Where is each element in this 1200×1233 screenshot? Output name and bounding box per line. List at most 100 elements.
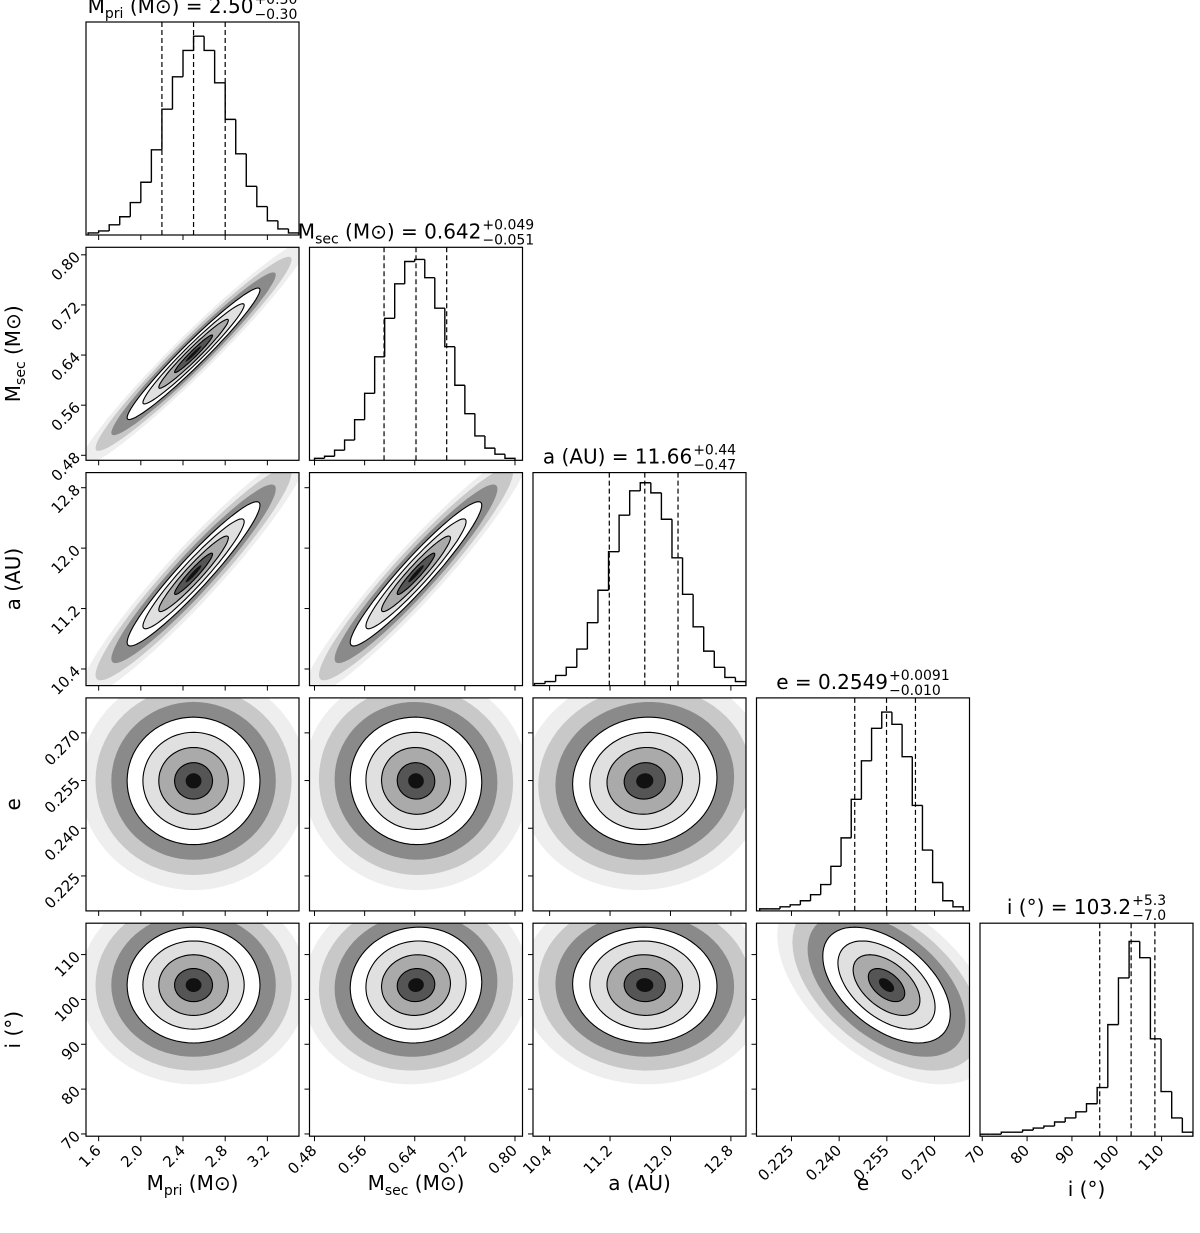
hist-bin — [277, 220, 289, 230]
label-group: Msec (M⊙) — [368, 1171, 465, 1199]
panel — [980, 923, 1193, 1137]
label-main: a (AU) — [608, 1171, 671, 1195]
hist-bin — [87, 232, 99, 235]
hist-bin — [224, 82, 236, 121]
panel-frame — [85, 246, 300, 461]
x-tick-label: 2.4 — [159, 1141, 189, 1171]
y-tick-label: 0.48 — [48, 449, 84, 485]
label-group: Mpri (M⊙) = 2.50 +0.30−0.30 — [88, 0, 298, 23]
label-text: Mpri (M⊙) — [147, 1171, 239, 1199]
label-rest: (°) = 103.2 — [1012, 895, 1131, 919]
hist-bin — [343, 439, 355, 451]
label-main: i — [1007, 895, 1013, 919]
hist-bin — [1053, 1121, 1066, 1127]
hist-bin — [703, 626, 715, 652]
hist-bin — [245, 153, 257, 188]
label-text: i (°) — [1068, 1177, 1106, 1201]
hist-bin — [203, 36, 215, 52]
hist-bin — [952, 900, 964, 911]
hist-bin — [1128, 940, 1140, 978]
hist-bin — [597, 589, 609, 623]
hist-bin — [129, 201, 141, 217]
y-tick-label: 0.255 — [41, 774, 84, 817]
label-text: a (AU) — [1, 548, 25, 611]
y-tick-label: 0.225 — [41, 869, 84, 912]
label-rest: (M⊙) — [1, 305, 25, 361]
x-tick-label: 90 — [1052, 1141, 1078, 1167]
hist-bin — [931, 850, 943, 884]
label-main: i — [1068, 1177, 1074, 1201]
label-group: Msec (M⊙) = 0.642 +0.049−0.051 — [298, 217, 534, 248]
hist-bin — [161, 108, 173, 150]
hist-bin — [108, 224, 120, 231]
label-group: a (AU) — [1, 548, 25, 611]
hist-bin — [434, 277, 445, 309]
label-main: i — [1, 1043, 25, 1049]
label-text: e — [857, 1171, 869, 1195]
hist-bin — [576, 648, 588, 668]
x-tick-label: 100 — [1090, 1141, 1123, 1174]
hist-bin — [799, 900, 811, 905]
label-text: e — [1, 798, 25, 810]
hist-bin — [565, 666, 577, 676]
label-main: M — [368, 1171, 385, 1195]
label-group: i (°) = 103.2 +5.3−7.0 — [1007, 893, 1166, 924]
hist-bin — [474, 413, 485, 437]
hist-bin — [1107, 1023, 1119, 1088]
panel-frame — [85, 697, 300, 912]
density-contour — [185, 565, 202, 583]
hist-bin — [1160, 1038, 1172, 1093]
hist-bin — [192, 35, 205, 51]
label-rest: (M⊙) = 2.50 — [123, 0, 253, 18]
label-text: Msec (M⊙) — [368, 1171, 465, 1199]
y-tick-label: 0.72 — [48, 298, 84, 334]
label-group: i (°) — [1, 1011, 25, 1049]
label-sub: pri — [105, 6, 124, 22]
label-group: i (°) — [1068, 1177, 1106, 1201]
label-text: Msec (M⊙) — [1, 305, 29, 402]
hist-bin — [287, 228, 299, 235]
hist-bin — [891, 712, 903, 725]
panel — [87, 22, 299, 235]
y-tick-label: 70 — [58, 1127, 84, 1153]
hist-bin — [484, 435, 495, 449]
hist-bin — [820, 883, 831, 895]
hist-bin — [1171, 1091, 1183, 1119]
hist-bin — [671, 519, 683, 559]
density-contour — [636, 773, 654, 789]
hist-bin — [1085, 1103, 1098, 1112]
y-tick-label: 10.4 — [48, 662, 84, 698]
hist-bin — [266, 206, 278, 222]
x-tick-label: 80 — [1007, 1141, 1033, 1167]
label-main: M — [298, 219, 315, 243]
x-tick-label: 110 — [1135, 1141, 1168, 1174]
x-tick-label: 2.8 — [202, 1141, 232, 1171]
label-rest: (M⊙) — [182, 1171, 238, 1195]
panel — [313, 247, 516, 461]
title-err-minus: −7.0 — [1132, 908, 1166, 924]
hist-bin — [607, 551, 620, 591]
density-contour — [185, 978, 202, 992]
hist-bin — [171, 76, 184, 110]
panel — [309, 697, 523, 891]
hist-bin — [353, 419, 365, 441]
label-rest: (M⊙) — [408, 1171, 464, 1195]
panel-frame — [755, 922, 971, 1137]
hist-bin — [414, 258, 425, 262]
panel-frame — [308, 697, 524, 912]
label-main: a (AU) — [1, 548, 25, 611]
y-tick-label: 0.270 — [41, 726, 84, 769]
label-text: i (°) = 103.2 — [1007, 895, 1131, 919]
x-tick-label: 10.4 — [519, 1141, 555, 1177]
hist-bin — [404, 260, 415, 284]
hist-bin — [383, 317, 395, 357]
label-group: Mpri (M⊙) — [147, 1171, 239, 1199]
title-err-minus: −0.051 — [482, 232, 534, 248]
y-tick-label: 11.2 — [48, 602, 84, 638]
title-err-plus: +0.0091 — [889, 668, 950, 684]
y-tick-label: 110 — [51, 948, 84, 981]
hist-bin — [504, 454, 516, 461]
hist-bin — [1181, 1117, 1193, 1137]
hist-bin — [1139, 941, 1151, 959]
